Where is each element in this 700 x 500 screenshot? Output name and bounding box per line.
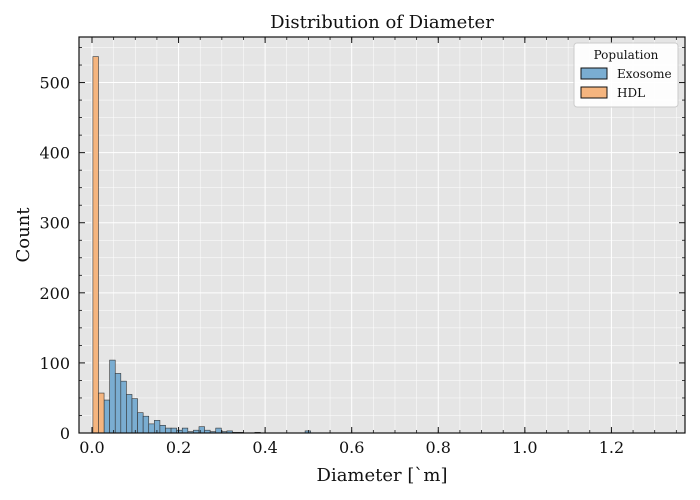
y-tick-label: 500 — [39, 74, 70, 93]
y-axis-title: Count — [13, 207, 34, 263]
x-tick-label: 0.2 — [166, 438, 191, 457]
legend-swatch-hdl — [580, 86, 608, 99]
bar-exosome — [126, 394, 133, 434]
y-tick-label: 100 — [39, 354, 70, 373]
legend-swatch-exosome — [580, 67, 608, 80]
bar-exosome — [103, 399, 110, 434]
legend-label-hdl: HDL — [617, 86, 645, 100]
x-tick-label: 1.2 — [599, 438, 624, 457]
y-tick-label: 300 — [39, 214, 70, 233]
y-tick-label: 400 — [39, 144, 70, 163]
x-tick-label: 0.0 — [79, 438, 104, 457]
bar-exosome — [109, 359, 116, 434]
legend: Population Exosome HDL — [573, 42, 679, 108]
x-tick-label: 0.8 — [426, 438, 451, 457]
bar-exosome — [170, 427, 177, 434]
bar-exosome — [215, 427, 222, 434]
bar-exosome — [131, 398, 138, 434]
legend-label-exosome: Exosome — [617, 67, 672, 81]
plot-frame — [78, 36, 686, 434]
bar-exosome — [165, 427, 172, 434]
bar-exosome — [181, 427, 189, 434]
bar-exosome — [142, 415, 150, 434]
y-axis-ticks: 0 100 200 300 400 500 — [39, 47, 685, 443]
x-tick-label: 0.4 — [252, 438, 277, 457]
legend-title: Population — [594, 48, 659, 62]
x-tick-label: 0.6 — [339, 438, 364, 457]
bar-exosome — [114, 373, 122, 434]
chart-title: Distribution of Diameter — [270, 12, 494, 33]
x-axis-ticks: 0.0 0.2 0.4 0.6 0.8 1.0 1.2 — [79, 37, 677, 457]
grid-lines — [79, 37, 685, 434]
x-axis-title: Diameter [`m] — [317, 465, 448, 486]
y-tick-label: 0 — [60, 424, 70, 443]
bar-exosome — [148, 423, 155, 434]
bar-exosome — [159, 424, 166, 434]
x-tick-label: 1.0 — [512, 438, 537, 457]
bar-hdl — [92, 56, 99, 434]
bar-exosome — [137, 412, 144, 434]
bar-exosome — [120, 380, 127, 434]
y-tick-label: 200 — [39, 284, 70, 303]
bar-hdl — [98, 392, 105, 434]
